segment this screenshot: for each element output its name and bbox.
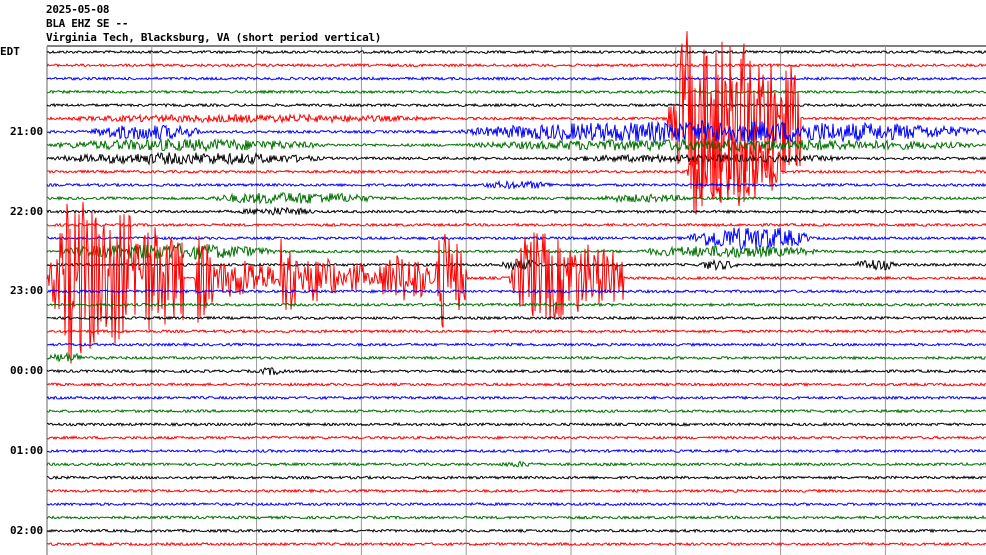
- trace-line: [46, 192, 986, 205]
- timezone-label: EDT: [0, 45, 20, 58]
- hour-label: 21:00: [10, 124, 44, 138]
- trace-line: [46, 395, 986, 401]
- trace-line: [46, 222, 986, 228]
- trace-line: [46, 515, 986, 520]
- trace-line: [46, 137, 986, 153]
- trace-line: [46, 501, 986, 507]
- trace-line: [46, 488, 986, 494]
- trace-line: [47, 421, 986, 427]
- trace-line: [46, 102, 986, 108]
- trace-line: [46, 258, 986, 272]
- trace-line: [46, 89, 986, 95]
- trace-line: [46, 328, 986, 334]
- trace-line: [46, 120, 986, 144]
- trace-line: [46, 528, 986, 534]
- trace-line: [46, 288, 986, 294]
- trace-line: [46, 366, 986, 376]
- trace-line: [46, 435, 986, 441]
- trace-line: [46, 474, 986, 481]
- trace-line: [46, 62, 986, 68]
- trace-line: [46, 351, 986, 363]
- trace-line: [46, 49, 986, 55]
- trace-line: [46, 448, 986, 454]
- trace-line: [46, 31, 986, 215]
- trace-line: [46, 179, 986, 190]
- trace-line: [46, 460, 986, 468]
- hour-label: 01:00: [10, 444, 44, 457]
- trace-line: [46, 151, 986, 166]
- trace-line: [46, 408, 986, 414]
- trace-line: [46, 201, 986, 364]
- station-label: BLA EHZ SE --: [46, 17, 129, 30]
- hour-label: 22:00: [10, 204, 44, 218]
- trace-line: [46, 227, 986, 252]
- trace-line: [46, 206, 986, 216]
- trace-line: [46, 128, 986, 207]
- station-description: Virginia Tech, Blacksburg, VA (short per…: [46, 31, 382, 44]
- hour-label: 02:00: [10, 523, 44, 537]
- trace-line: [46, 302, 986, 308]
- trace-line: [46, 76, 986, 82]
- date-label: 2025-05-08: [46, 3, 110, 16]
- hour-label: 23:00: [10, 284, 44, 298]
- trace-line: [46, 342, 986, 348]
- hour-label: 00:00: [10, 364, 44, 378]
- trace-line: [46, 315, 986, 321]
- trace-line: [46, 242, 986, 260]
- trace-line: [46, 381, 986, 388]
- trace-line: [46, 541, 986, 547]
